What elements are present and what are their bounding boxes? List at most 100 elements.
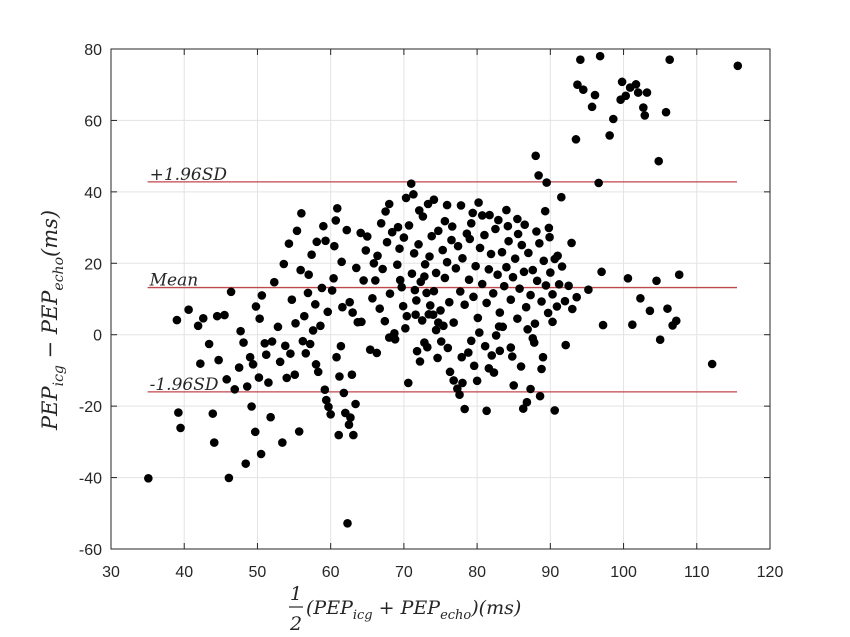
data-point bbox=[337, 257, 346, 267]
x-label-frac-num: 1 bbox=[290, 583, 302, 605]
x-tick-label: 50 bbox=[249, 564, 267, 581]
data-point bbox=[640, 111, 650, 120]
data-point bbox=[311, 360, 321, 369]
data-point bbox=[495, 346, 505, 356]
data-point bbox=[561, 340, 571, 350]
data-point bbox=[294, 427, 304, 436]
data-point bbox=[406, 179, 416, 188]
data-point bbox=[359, 276, 368, 285]
data-point bbox=[368, 293, 377, 303]
data-point bbox=[494, 322, 504, 331]
data-point bbox=[292, 226, 302, 236]
x-tick-label: 30 bbox=[102, 564, 120, 581]
data-point bbox=[442, 257, 452, 267]
data-point bbox=[497, 247, 507, 257]
data-point bbox=[499, 281, 509, 291]
data-point bbox=[534, 171, 543, 180]
data-point bbox=[573, 80, 582, 90]
y-label-sub-echo: echo bbox=[51, 257, 67, 291]
data-point bbox=[623, 273, 633, 283]
data-point bbox=[369, 258, 379, 268]
data-point bbox=[456, 201, 466, 210]
data-point bbox=[526, 384, 535, 394]
upper-limit-label: +1.96SD bbox=[150, 165, 228, 185]
data-point bbox=[308, 326, 318, 335]
data-point bbox=[329, 273, 338, 283]
data-point bbox=[491, 224, 500, 234]
data-point bbox=[453, 241, 463, 251]
data-point bbox=[503, 221, 513, 231]
data-point bbox=[338, 302, 347, 312]
data-point bbox=[515, 284, 524, 293]
data-point bbox=[469, 361, 479, 371]
data-point bbox=[542, 178, 551, 187]
data-point bbox=[510, 254, 520, 263]
data-point bbox=[572, 292, 581, 302]
data-point bbox=[301, 348, 311, 358]
data-point bbox=[469, 292, 478, 302]
data-point bbox=[335, 372, 344, 381]
y-tick-label: -20 bbox=[79, 399, 102, 416]
data-point bbox=[393, 222, 403, 232]
data-point bbox=[349, 430, 358, 440]
data-point bbox=[465, 234, 475, 244]
data-point bbox=[513, 229, 523, 239]
data-point bbox=[477, 279, 487, 289]
data-point bbox=[176, 423, 185, 433]
y-label-sub-icg: icg bbox=[51, 365, 67, 386]
x-label-plus: + PEP bbox=[373, 597, 442, 619]
data-point bbox=[552, 302, 562, 311]
data-point bbox=[220, 310, 229, 320]
data-point bbox=[568, 304, 577, 314]
data-point bbox=[489, 368, 499, 377]
data-point bbox=[327, 286, 337, 295]
data-point bbox=[491, 331, 501, 340]
data-point bbox=[597, 267, 606, 277]
data-point bbox=[224, 473, 234, 483]
data-point bbox=[342, 225, 352, 235]
data-point bbox=[345, 297, 355, 307]
data-point bbox=[458, 378, 467, 388]
plot-frame bbox=[110, 48, 771, 550]
data-point bbox=[440, 216, 450, 226]
data-point bbox=[257, 291, 267, 300]
data-point bbox=[605, 131, 614, 140]
data-point bbox=[184, 305, 193, 315]
grid-lines bbox=[110, 48, 771, 550]
y-tick-label: 60 bbox=[84, 113, 102, 130]
data-point bbox=[517, 240, 527, 250]
data-point bbox=[488, 288, 498, 298]
x-tick-label: 60 bbox=[322, 564, 340, 581]
data-point bbox=[447, 222, 457, 231]
x-tick-label: 40 bbox=[175, 564, 193, 581]
data-point bbox=[351, 399, 360, 409]
data-point bbox=[255, 314, 264, 323]
reference-line-labels: +1.96SD Mean -1.96SD bbox=[149, 165, 228, 395]
data-point bbox=[578, 85, 588, 95]
data-point bbox=[538, 352, 548, 362]
data-point bbox=[323, 307, 333, 317]
data-point bbox=[560, 296, 570, 306]
data-point bbox=[482, 406, 491, 416]
data-point bbox=[477, 211, 487, 220]
data-point bbox=[631, 80, 641, 89]
data-point bbox=[571, 135, 581, 144]
data-point bbox=[518, 404, 528, 413]
data-point bbox=[373, 251, 382, 261]
x-label-tail: )(ms) bbox=[470, 597, 521, 619]
data-point bbox=[334, 430, 344, 440]
data-point bbox=[290, 370, 300, 380]
data-point bbox=[504, 236, 513, 246]
data-point bbox=[420, 272, 429, 281]
data-point bbox=[480, 230, 489, 240]
data-point bbox=[317, 283, 327, 293]
data-point bbox=[475, 243, 485, 253]
data-point bbox=[214, 355, 223, 365]
x-tick-label: 70 bbox=[395, 564, 413, 581]
data-point bbox=[557, 262, 567, 271]
data-point bbox=[401, 323, 410, 333]
data-point bbox=[486, 249, 496, 259]
data-point bbox=[557, 192, 566, 202]
data-point bbox=[502, 205, 511, 215]
data-point bbox=[410, 285, 420, 295]
